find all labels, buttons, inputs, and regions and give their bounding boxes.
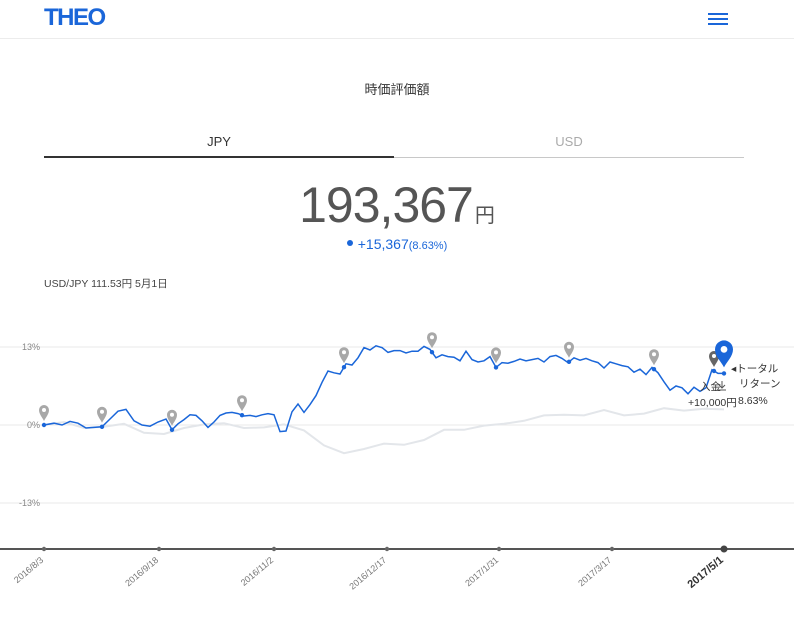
x-tick-dot (384, 546, 390, 552)
data-point (721, 371, 727, 376)
chart-annotations: ◂トータル リターン 8.63% 入金 +10,000円 (688, 363, 780, 409)
location-pin-icon (97, 406, 107, 423)
location-pin-icon (427, 332, 437, 349)
app-header: THEO (0, 0, 794, 39)
change-percent: (8.63%) (408, 240, 448, 252)
x-tick-label: 2017/5/1 (685, 554, 726, 591)
valuation-amount: 193,367 円 (0, 176, 794, 234)
x-tick-dot (156, 546, 162, 552)
active-location-pin-icon (715, 340, 733, 368)
menu-bar (708, 18, 728, 20)
data-point (493, 365, 499, 370)
tab-jpy[interactable]: JPY (44, 130, 394, 158)
change-value: +15,367 (357, 236, 409, 252)
x-tick-label: 2016/9/18 (123, 555, 160, 588)
change-summary: +15,367(8.63%) (0, 236, 794, 252)
data-point (41, 422, 47, 428)
data-point (651, 367, 657, 372)
amount-value: 193,367 (299, 177, 474, 233)
data-point (711, 368, 717, 374)
data-point (341, 365, 347, 370)
data-point (169, 427, 175, 432)
menu-bar (708, 13, 728, 15)
y-tick-label: 13% (22, 342, 40, 352)
x-tick-dot (271, 546, 277, 552)
x-axis-ticks: 2016/8/3 2016/9/18 2016/11/2 2016/12/17 2017… (12, 545, 728, 592)
location-pin-icon (564, 341, 574, 358)
location-pin-icon (649, 349, 659, 366)
y-tick-label: -13% (19, 498, 40, 508)
data-point (429, 350, 435, 355)
location-pin-icon (39, 405, 49, 421)
annotation-deposit-label: 入金 (700, 380, 721, 393)
tab-usd[interactable]: USD (394, 130, 744, 158)
menu-bar (708, 23, 728, 25)
data-point (566, 359, 572, 364)
x-tick-dot (41, 546, 47, 552)
location-pin-icon (167, 409, 177, 426)
location-pin-icon (491, 347, 501, 364)
location-pin-icon (339, 347, 349, 364)
y-tick-label: 0% (27, 420, 40, 430)
annotation-deposit-amount: +10,000円 (688, 397, 737, 409)
location-pin-icon (237, 395, 247, 412)
x-tick-label: 2016/8/3 (12, 555, 45, 585)
data-point (99, 424, 105, 429)
chart-grid (0, 346, 794, 504)
deposit-download-icon (718, 381, 726, 391)
x-tick-label: 2016/11/2 (239, 555, 276, 588)
benchmark-line (43, 407, 725, 455)
portfolio-line (43, 344, 724, 433)
x-tick-label: 2017/1/31 (463, 555, 500, 588)
change-dot-icon (346, 240, 353, 247)
annotation-total-return-2: リターン (739, 378, 780, 390)
x-tick-dot (496, 546, 502, 552)
x-tick-label: 2016/12/17 (347, 555, 388, 592)
data-point (239, 413, 245, 418)
fx-rate: USD/JPY 111.53円 5月1日 (44, 278, 168, 290)
page-title: 時価評価額 (364, 82, 430, 97)
annotation-total-return-1: ◂トータル (731, 363, 778, 375)
x-tick-dot (720, 545, 728, 553)
x-tick-label: 2017/3/17 (576, 555, 613, 588)
currency-tabs: JPY USD (44, 130, 744, 158)
chart-markers (39, 332, 733, 432)
y-axis-labels: 13% 0% -13% (19, 342, 40, 508)
x-tick-dot (609, 546, 615, 552)
amount-unit: 円 (474, 205, 495, 227)
theo-logo[interactable]: THEO (44, 4, 106, 31)
hamburger-menu-icon[interactable] (706, 10, 730, 28)
annotation-total-return-3: 8.63% (738, 395, 768, 407)
performance-chart[interactable]: 13% 0% -13% ◂トータル リターン 8.63% 入金 +10,000円 2… (0, 300, 794, 618)
